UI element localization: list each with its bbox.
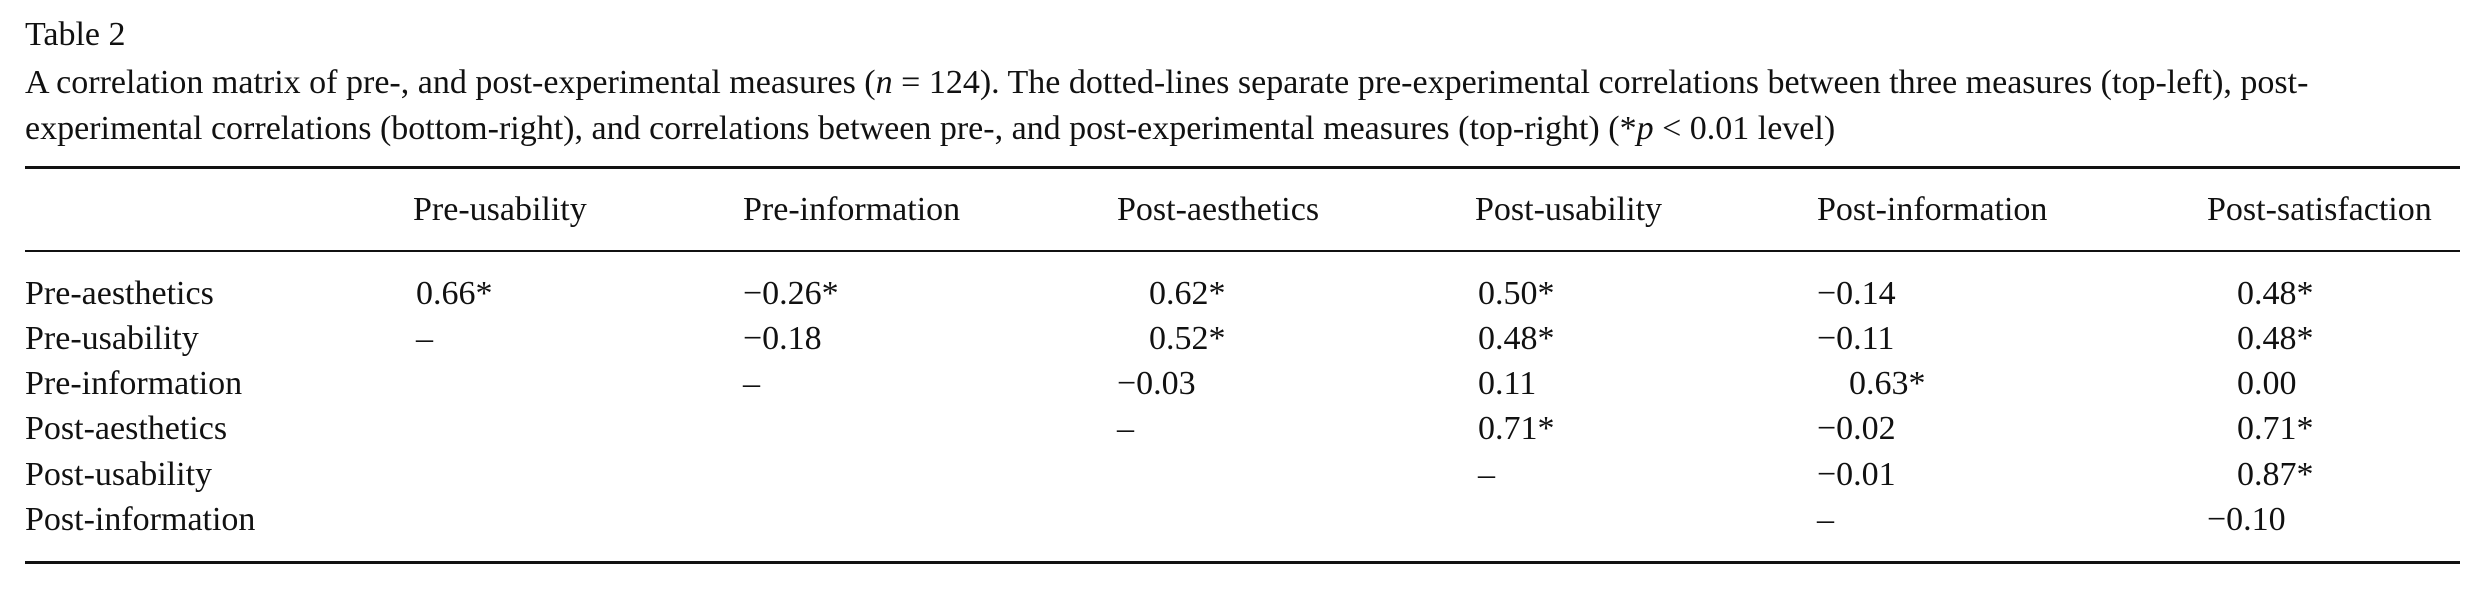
cell-r5-c5: −0.10 — [2207, 501, 2286, 538]
cell-r2-c5: 0.00 — [2237, 365, 2297, 402]
cell-r0-c3: 0.50* — [1478, 275, 1555, 312]
row-label-post-aesthetics: Post-aesthetics — [25, 410, 228, 447]
cell-r0-c1: −0.26* — [743, 275, 839, 312]
header-rule — [25, 250, 2460, 252]
caption-text-2: = 124). The dotted-lines separate pre-ex… — [25, 64, 2309, 147]
cell-r2-c1: – — [743, 365, 760, 402]
caption-p-symbol: p — [1636, 110, 1654, 147]
row-label-pre-usability: Pre-usability — [25, 320, 199, 357]
cell-r5-c4: – — [1817, 501, 1834, 538]
cell-r4-c5: 0.87* — [2237, 456, 2314, 493]
cell-r1-c3: 0.48* — [1478, 320, 1555, 357]
cell-r1-c4: −0.11 — [1817, 320, 1895, 357]
cell-r1-c5: 0.48* — [2237, 320, 2314, 357]
column-header-pre-information: Pre-information — [743, 191, 961, 228]
column-header-post-satisfaction: Post-satisfaction — [2207, 191, 2432, 228]
cell-r3-c4: −0.02 — [1817, 410, 1896, 447]
cell-r3-c3: 0.71* — [1478, 410, 1555, 447]
row-label-post-usability: Post-usability — [25, 456, 213, 493]
cell-r3-c2: – — [1117, 410, 1134, 447]
bottom-rule — [25, 561, 2460, 564]
caption-n-symbol: n — [875, 64, 893, 101]
cell-r3-c5: 0.71* — [2237, 410, 2314, 447]
cell-r4-c4: −0.01 — [1817, 456, 1896, 493]
cell-r0-c0: 0.66* — [416, 275, 493, 312]
table-caption: A correlation matrix of pre-, and post-e… — [25, 60, 2465, 152]
column-header-post-aesthetics: Post-aesthetics — [1117, 191, 1320, 228]
column-header-post-usability: Post-usability — [1475, 191, 1663, 228]
caption-text-3: < 0.01 level) — [1653, 110, 1836, 147]
caption-text-1: A correlation matrix of pre-, and post-e… — [25, 64, 876, 101]
top-rule — [25, 166, 2460, 169]
cell-r0-c2: 0.62* — [1149, 275, 1226, 312]
table-label: Table 2 — [25, 16, 126, 53]
row-label-pre-information: Pre-information — [25, 365, 243, 402]
cell-r2-c4: 0.63* — [1849, 365, 1926, 402]
column-header-post-information: Post-information — [1817, 191, 2048, 228]
row-label-pre-aesthetics: Pre-aesthetics — [25, 275, 214, 312]
cell-r1-c1: −0.18 — [743, 320, 822, 357]
cell-r4-c3: – — [1478, 456, 1495, 493]
cell-r0-c5: 0.48* — [2237, 275, 2314, 312]
cell-r0-c4: −0.14 — [1817, 275, 1896, 312]
cell-r1-c0: – — [416, 320, 433, 357]
cell-r1-c2: 0.52* — [1149, 320, 1226, 357]
column-header-pre-usability: Pre-usability — [413, 191, 587, 228]
cell-r2-c2: −0.03 — [1117, 365, 1196, 402]
row-label-post-information: Post-information — [25, 501, 256, 538]
cell-r2-c3: 0.11 — [1478, 365, 1537, 402]
